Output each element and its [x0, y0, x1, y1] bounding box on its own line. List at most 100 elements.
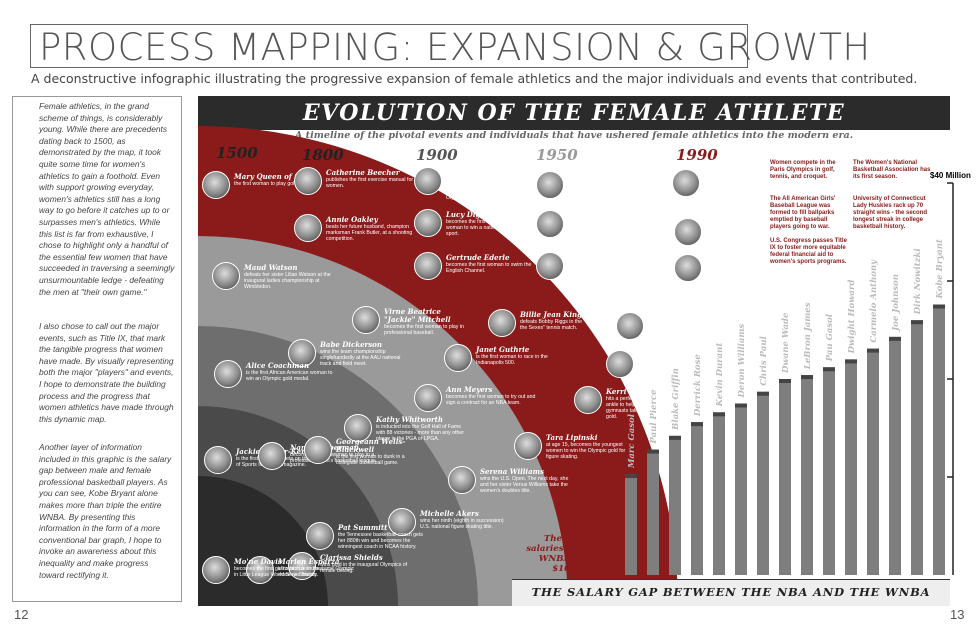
athlete-portrait	[414, 252, 442, 280]
fact-paris-olympics: Women compete in the Paris Olympics in g…	[770, 160, 836, 180]
athlete-portrait	[414, 209, 442, 237]
timeline-entry: Marlen Esparza wins bronze in the same Ol…	[278, 557, 368, 579]
athlete-description: wins her ninth (eighth in succession) U.…	[420, 518, 504, 530]
timeline-entry: Georgeann Wells-Blackwell is the first wo…	[336, 438, 426, 467]
athlete-portrait	[448, 466, 476, 494]
infographic-title-band: EVOLUTION OF THE FEMALE ATHLETE	[198, 96, 950, 130]
timeline-entry: Annie Oakley beats her future husband, ch…	[326, 216, 416, 243]
timeline-entry: Manon Rheaume becomes the only woman to s…	[704, 170, 794, 192]
athlete-name: Madge Syers	[446, 168, 497, 177]
timeline-entry: Serena Williams wins the U.S. Open. The n…	[480, 467, 570, 495]
athlete-portrait	[352, 306, 380, 334]
timeline-entry: Bonnie Blair becomes the most decorated A…	[648, 313, 738, 335]
athlete-portrait	[672, 169, 700, 197]
era-label-1500: 1500	[216, 144, 258, 162]
athlete-description: beats her future husband, champion marks…	[326, 224, 413, 242]
athlete-name: Alice Coachman	[246, 361, 310, 370]
athlete-description: hits a perfect landing on an injured ank…	[606, 396, 694, 420]
athlete-name: Kathy Whitworth	[376, 415, 443, 424]
athlete-portrait	[306, 522, 334, 550]
athlete-portrait	[258, 442, 286, 470]
athlete-name: Wilma Rudolph	[568, 211, 629, 220]
athlete-description: defeats her sister Lilian Watson at the …	[244, 272, 331, 290]
athlete-description: is the first woman to race in the Indian…	[476, 354, 548, 366]
athlete-name: Kerri Strug	[606, 387, 651, 396]
timeline-entry: Pat Summitt the Tennessee basketball coac…	[338, 524, 428, 551]
athlete-portrait	[536, 252, 564, 280]
timeline-entry: Janet Guthrie is the first woman to race …	[476, 345, 566, 367]
athlete-name: Maureen Connolly	[568, 172, 640, 181]
timeline-entry: Gertrude Ederle becomes the first woman t…	[446, 253, 536, 275]
athlete-name: Marlen Esparza	[278, 557, 340, 566]
timeline-entry: Clarissa Shields wins gold in the inaugur…	[320, 553, 410, 575]
athlete-name: Ann Meyers	[446, 385, 493, 394]
salary-gap-footer: THE SALARY GAP BETWEEN THE NBA AND THE W…	[512, 579, 950, 606]
athlete-name: Tara Lipinski	[546, 433, 598, 442]
athlete-portrait	[344, 414, 372, 442]
athlete-portrait	[288, 552, 316, 580]
page-subtitle: A deconstructive infographic illustratin…	[31, 71, 918, 86]
fact-wnba-first-season: The Women's National Basketball Associat…	[853, 160, 931, 180]
athlete-name: Janet Guthrie	[476, 345, 530, 354]
athlete-portrait	[304, 436, 332, 464]
athlete-description: is the first woman to dunk in a collegia…	[336, 454, 405, 466]
page-title: PROCESS MAPPING: EXPANSION & GROWTH	[39, 26, 871, 69]
page-title-box: PROCESS MAPPING: EXPANSION & GROWTH	[30, 24, 870, 69]
athlete-description: wins gold in the inaugural Olympics of f…	[320, 562, 408, 574]
athlete-name: Manon Rheaume	[704, 170, 771, 179]
timeline-entry: Alice Coachman is the first African Ameri…	[246, 361, 336, 383]
athlete-portrait	[606, 350, 634, 378]
athlete-portrait	[294, 167, 322, 195]
timeline-entry: Tara Lipinski at age 15, becomes the youn…	[546, 433, 636, 461]
athlete-portrait	[574, 386, 602, 414]
intro-panel: Female athletics, in the grand scheme of…	[12, 96, 182, 602]
era-label-1900: 1900	[416, 146, 458, 164]
timeline-entry: Madge Syers of Britain enters the men's w…	[446, 168, 536, 202]
athlete-description: becomes the first African American woman…	[446, 219, 527, 237]
athlete-portrait	[246, 556, 274, 584]
era-label-1950: 1950	[536, 146, 578, 164]
athlete-description: wins the Belmont Stakes and becomes the …	[706, 264, 796, 282]
athlete-portrait	[444, 344, 472, 372]
timeline-entry: Michelle Akers wins her ninth (eighth in …	[420, 510, 510, 531]
athlete-name: Larissa Latynina	[568, 253, 633, 262]
athlete-name: Billie Jean King	[520, 310, 582, 319]
athlete-portrait	[414, 167, 442, 195]
athlete-description: becomes the only woman to start in a Nat…	[704, 179, 790, 191]
timeline-entry: Kathy Whitworth is inducted into the Golf…	[376, 415, 466, 443]
athlete-description: completes her Olympic career with a tota…	[568, 262, 652, 280]
timeline-entry: Wilma Rudolph is the first woman to win t…	[568, 211, 658, 239]
intro-paragraph-1: Female athletics, in the grand scheme of…	[39, 101, 175, 297]
fact-uconn-streak: University of Connecticut Lady Huskies r…	[853, 196, 928, 230]
athlete-description: the first woman to play golf.	[234, 181, 298, 187]
athlete-name: Catherine Beecher	[326, 168, 400, 177]
timeline-entry: Babe Dickerson wins the team championship…	[320, 341, 410, 368]
athlete-name: Julie Krone	[706, 255, 751, 264]
athlete-portrait	[414, 384, 442, 412]
athlete-name: Clarissa Shields	[320, 553, 383, 562]
athlete-name: Virne Beatrice "Jackie" Mitchell	[384, 307, 451, 324]
athlete-name: Serena Williams	[480, 467, 544, 476]
timeline-entry: Mary Queen of Scotts the first woman to p…	[234, 173, 324, 188]
athlete-portrait	[674, 254, 702, 282]
athlete-description: at age 15, becomes the youngest women to…	[546, 442, 626, 460]
athlete-portrait	[488, 309, 516, 337]
athlete-description: is the first African American woman to w…	[246, 370, 333, 382]
era-label-1990: 1990	[676, 146, 718, 164]
athlete-description: wins bronze in the same Olympic event as…	[278, 566, 355, 578]
timeline-entry: Larissa Latynina completes her Olympic ca…	[568, 253, 658, 281]
athlete-portrait	[616, 312, 644, 340]
timeline-entry: Mo'ne Davis becomes the first girl to pit…	[234, 557, 324, 579]
athlete-name: Mo'ne Davis	[234, 557, 282, 566]
athlete-name: Maud Watson	[244, 263, 298, 272]
infographic-subtitle: A timeline of the pivotal events and ind…	[294, 130, 854, 141]
timeline-entry: Juli Inkster became the first woman to wi…	[706, 220, 796, 241]
athlete-portrait	[202, 171, 230, 199]
athlete-name: Bonnie Blair	[648, 313, 698, 322]
athlete-portrait	[202, 556, 230, 584]
athlete-description: becomes the first woman to win a Grand S…	[568, 181, 645, 193]
athlete-description: became the first woman to win the Invita…	[706, 228, 791, 240]
athlete-description: the Tennessee basketball coach gets her …	[338, 532, 423, 550]
athlete-name: Gertrude Ederle	[446, 253, 510, 262]
fact-baseball-league: The All American Girls' Baseball League …	[770, 196, 836, 230]
